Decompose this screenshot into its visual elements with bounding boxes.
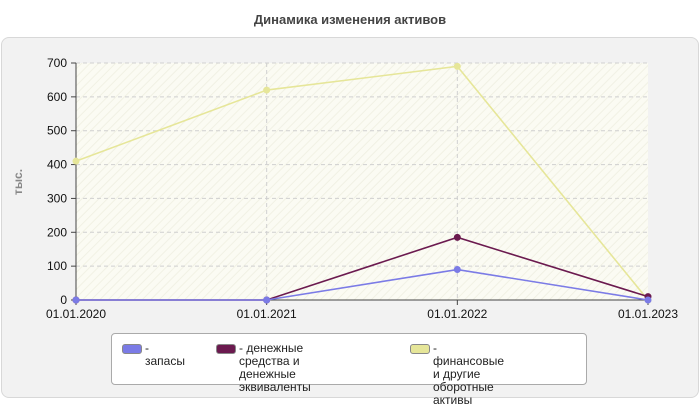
legend-label: - денежные средства и денежные эквивален… xyxy=(239,341,311,394)
series-point xyxy=(453,266,461,274)
chart-title: Динамика изменения активов xyxy=(253,12,447,27)
y-tick-label: 500 xyxy=(47,124,67,138)
legend-swatch xyxy=(122,344,142,354)
legend-swatch xyxy=(216,344,236,354)
legend-swatch xyxy=(410,344,430,354)
y-tick-label: 200 xyxy=(47,225,67,239)
x-tick-label: 01.01.2023 xyxy=(618,307,678,321)
y-tick-label: 600 xyxy=(47,90,67,104)
legend-label: - запасы xyxy=(145,341,185,368)
series-line xyxy=(75,65,649,301)
series-point xyxy=(453,233,461,241)
series-point xyxy=(453,62,461,70)
x-tick-label: 01.01.2021 xyxy=(237,307,297,321)
x-tick-label: 01.01.2020 xyxy=(46,307,106,321)
x-tick-label: 01.01.2022 xyxy=(427,307,487,321)
y-tick-label: 100 xyxy=(47,259,67,273)
series-point xyxy=(72,296,80,304)
series xyxy=(72,62,652,304)
plot-area xyxy=(76,63,648,300)
series-point xyxy=(644,296,652,304)
y-tick-label: 400 xyxy=(47,158,67,172)
y-axis-label: тыс. xyxy=(11,169,25,195)
y-tick-label: 700 xyxy=(47,56,67,70)
legend-label: - финансовые и другие оборотные активы xyxy=(433,341,504,407)
tick-labels: 0 100 200 300 400 500 600 700 01.01.2020 01.01.20… xyxy=(46,56,678,321)
grid xyxy=(76,62,648,300)
series-point xyxy=(72,157,80,165)
y-tick-label: 0 xyxy=(60,293,67,307)
series-point xyxy=(263,296,271,304)
legend: - запасы - денежные средства и денежные … xyxy=(111,333,587,407)
y-tick-label: 300 xyxy=(47,191,67,205)
series-point xyxy=(263,86,271,94)
series-line xyxy=(76,268,649,301)
